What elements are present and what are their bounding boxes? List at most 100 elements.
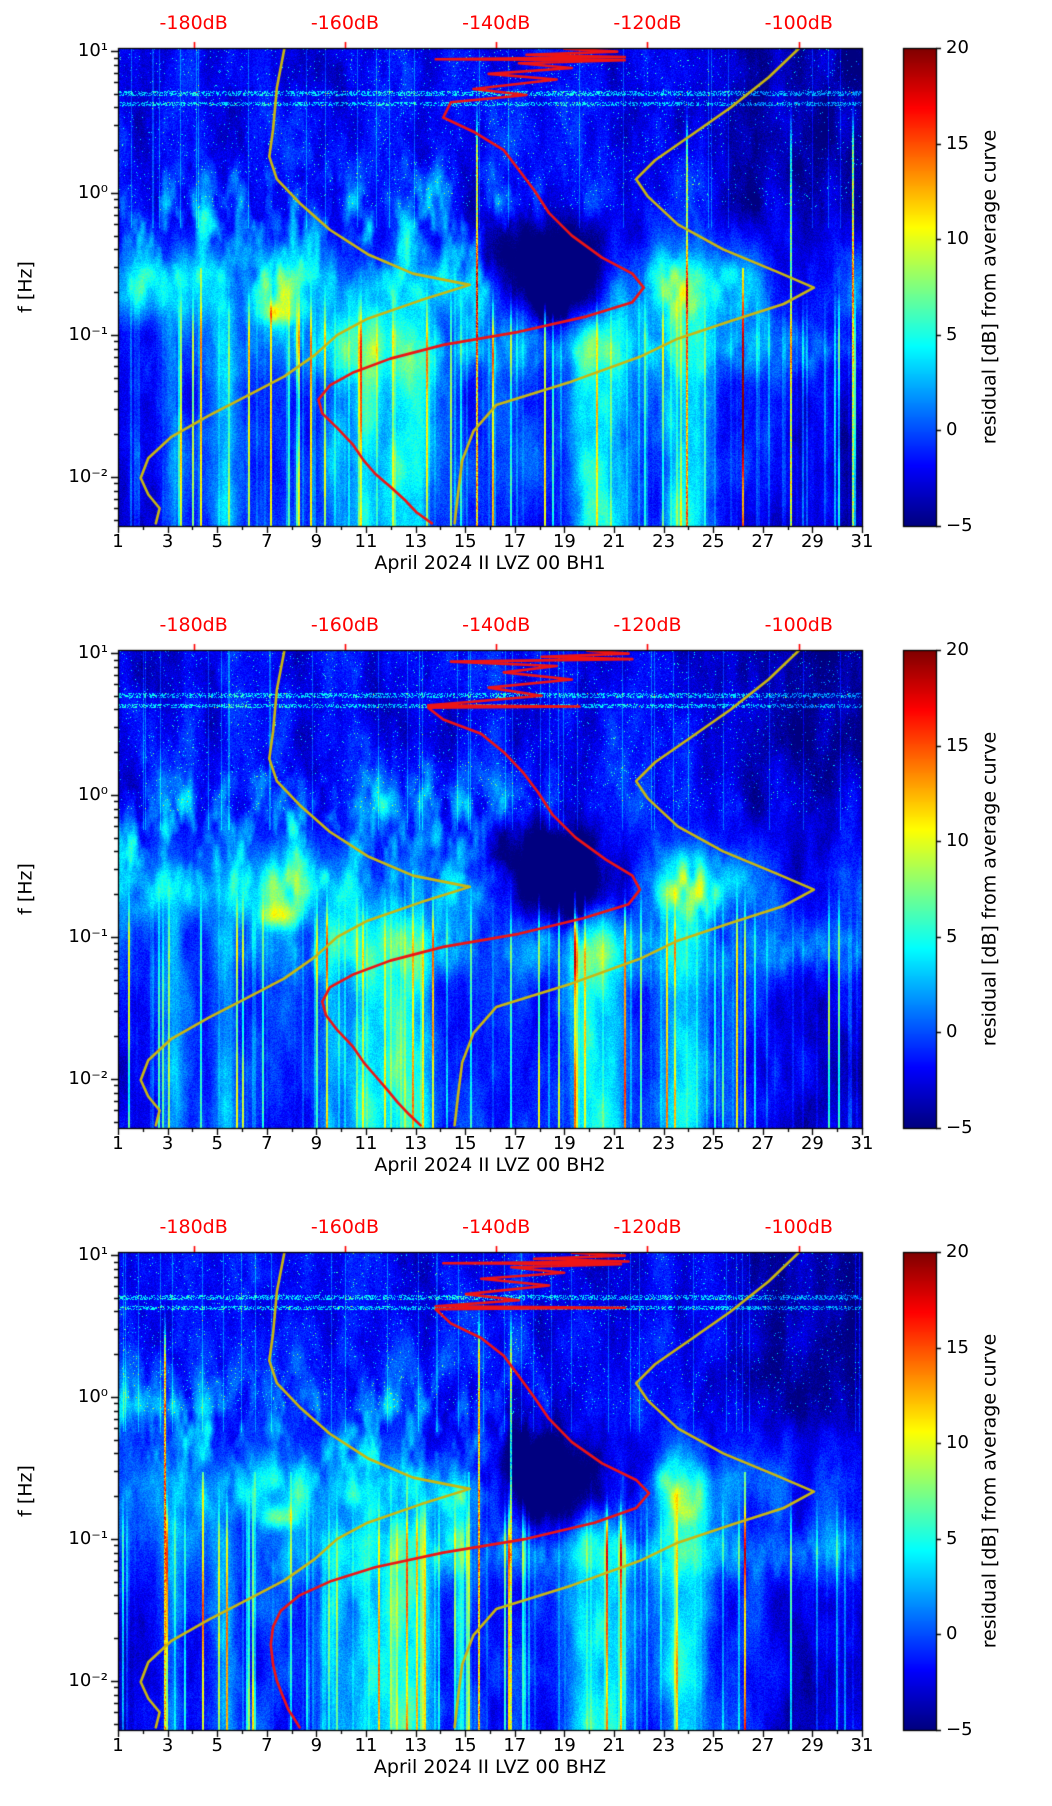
colorbar-tick-label: −5 [946,1719,973,1740]
day-tick-label: 5 [211,1133,223,1154]
day-tick-label: 15 [453,1133,477,1154]
day-tick-label: 13 [404,1735,428,1756]
spectrogram-canvas-bh2 [0,602,1052,1204]
db-tick-label: -180dB [159,12,228,34]
freq-tick-label: 10⁰ [77,1385,108,1407]
y-axis-label: f [Hz] [14,863,37,915]
day-tick-label: 17 [503,1133,527,1154]
day-tick-label: 31 [850,531,874,552]
db-tick-label: -180dB [159,1216,228,1238]
freq-tick-label: 10¹ [77,1244,108,1265]
colorbar-tick-label: 5 [946,1527,958,1549]
day-tick-label: 27 [751,1735,775,1756]
colorbar-tick-label: 15 [946,734,969,756]
day-tick-label: 11 [354,1735,378,1756]
x-axis-label: April 2024 II LVZ 00 BH1 [374,552,606,574]
colorbar-tick-label: 20 [946,37,969,58]
day-tick-label: 13 [404,1133,428,1154]
day-tick-label: 7 [261,531,273,552]
x-axis-label: April 2024 II LVZ 00 BH2 [374,1154,606,1176]
day-tick-label: 3 [161,531,174,552]
colorbar-label: residual [dB] from average curve [978,1333,1001,1649]
day-tick-label: 15 [453,531,477,552]
freq-tick-label: 10⁰ [77,181,108,203]
spectrogram-canvas-bh1 [0,0,1052,602]
day-tick-label: 29 [800,1735,824,1756]
freq-tick-label: 10⁻² [68,1067,108,1089]
freq-tick-label: 10⁻¹ [68,1527,108,1549]
day-tick-label: 23 [652,1735,676,1756]
day-tick-label: 23 [652,531,676,552]
db-tick-label: -100dB [764,614,833,636]
colorbar-tick-label: 0 [946,419,958,441]
colorbar-tick-label: 15 [946,1336,969,1358]
freq-tick-label: 10⁻¹ [68,323,108,345]
day-tick-label: 21 [602,1735,626,1756]
day-tick-label: 21 [602,1133,626,1154]
day-tick-label: 25 [701,1735,725,1756]
spectrogram-panel-bh2: April 2024 II LVZ 00 BH2 f [Hz] residual… [0,602,1052,1204]
day-tick-label: 31 [850,1735,874,1756]
day-tick-label: 15 [453,1735,477,1756]
spectrogram-panel-bhz: April 2024 II LVZ 00 BHZ f [Hz] residual… [0,1204,1052,1806]
day-tick-label: 3 [161,1133,174,1154]
db-tick-label: -140dB [462,614,531,636]
day-tick-label: 9 [310,1735,323,1756]
day-tick-label: 27 [751,1133,775,1154]
colorbar-label: residual [dB] from average curve [978,731,1001,1047]
day-tick-label: 9 [310,1133,323,1154]
day-tick-label: 13 [404,531,428,552]
db-tick-label: -120dB [613,12,682,34]
db-tick-label: -120dB [613,614,682,636]
day-tick-label: 7 [261,1133,273,1154]
db-tick-label: -160dB [310,12,380,34]
db-tick-label: -120dB [613,1216,682,1238]
spectrogram-panel-bh1: April 2024 II LVZ 00 BH1 f [Hz] residual… [0,0,1052,602]
colorbar-tick-label: 0 [946,1623,958,1645]
db-tick-label: -160dB [310,614,380,636]
colorbar-tick-label: 20 [946,1241,969,1262]
day-tick-label: 31 [850,1133,874,1154]
colorbar-tick-label: 0 [946,1021,958,1043]
day-tick-label: 1 [112,531,124,552]
colorbar-label: residual [dB] from average curve [978,129,1001,445]
colorbar-tick-label: 10 [946,1432,969,1454]
freq-tick-label: 10¹ [77,40,108,61]
day-tick-label: 1 [112,1133,124,1154]
day-tick-label: 17 [503,531,527,552]
colorbar-tick-label: 10 [946,228,969,250]
freq-tick-label: 10⁻¹ [68,925,108,947]
colorbar-tick-label: −5 [946,1117,973,1138]
freq-tick-label: 10⁻² [68,465,108,487]
colorbar-tick-label: 20 [946,639,969,660]
freq-tick-label: 10⁻² [68,1669,108,1691]
freq-tick-label: 10¹ [77,642,108,663]
x-axis-label: April 2024 II LVZ 00 BHZ [373,1756,607,1778]
db-tick-label: -140dB [462,12,531,34]
day-tick-label: 17 [503,1735,527,1756]
day-tick-label: 29 [800,531,824,552]
day-tick-label: 5 [211,1735,223,1756]
day-tick-label: 23 [652,1133,676,1154]
day-tick-label: 11 [354,1133,378,1154]
day-tick-label: 25 [701,1133,725,1154]
db-tick-label: -100dB [764,1216,833,1238]
db-tick-label: -100dB [764,12,833,34]
db-tick-label: -160dB [310,1216,380,1238]
day-tick-label: 3 [161,1735,174,1756]
day-tick-label: 9 [310,531,323,552]
colorbar-tick-label: 5 [946,323,958,345]
day-tick-label: 11 [354,531,378,552]
colorbar-tick-label: 10 [946,830,969,852]
day-tick-label: 19 [552,531,576,552]
day-tick-label: 1 [112,1735,124,1756]
day-tick-label: 29 [800,1133,824,1154]
y-axis-label: f [Hz] [14,1465,37,1517]
day-tick-label: 19 [552,1735,576,1756]
day-tick-label: 5 [211,531,223,552]
db-tick-label: -140dB [462,1216,531,1238]
y-axis-label: f [Hz] [14,261,37,313]
db-tick-label: -180dB [159,614,228,636]
day-tick-label: 7 [261,1735,273,1756]
